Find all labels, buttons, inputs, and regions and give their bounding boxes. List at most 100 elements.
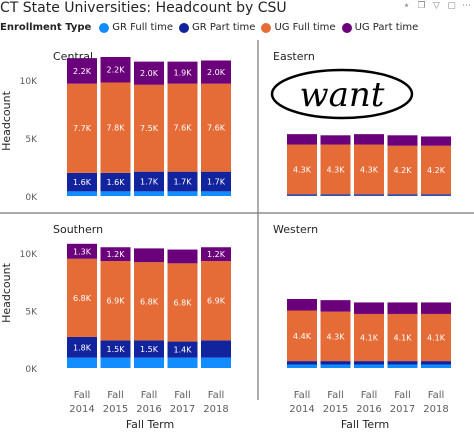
- bar-segment: [201, 60, 231, 84]
- y-tick-label: 0K: [25, 193, 38, 203]
- bar-segment: [387, 145, 418, 195]
- bar-segment: [134, 357, 164, 368]
- data-label: 7.8K: [107, 124, 126, 133]
- bar-segment: [320, 364, 351, 368]
- bar-segment: [320, 361, 351, 365]
- data-label: 1.6K: [73, 178, 92, 187]
- data-label: 6.9K: [207, 297, 226, 306]
- bar-segment: [287, 364, 317, 368]
- bar-segment: [67, 191, 97, 196]
- x-tick-label: 2018: [423, 404, 448, 415]
- data-label: 6.8K: [140, 297, 159, 306]
- legend-item-label: UG Part time: [354, 22, 419, 33]
- pin-icon[interactable]: ⭑: [404, 0, 409, 11]
- x-tick-label: Fall: [141, 390, 158, 401]
- filter-icon[interactable]: ▽: [433, 0, 440, 11]
- bar-segment: [387, 135, 418, 146]
- data-label: 2.0K: [140, 69, 159, 78]
- data-label: 1.9K: [174, 69, 193, 78]
- data-label: 1.5K: [107, 345, 126, 354]
- data-label: 7.7K: [73, 124, 92, 133]
- data-label: 4.1K: [360, 334, 379, 343]
- panel-title: Western: [273, 223, 318, 236]
- x-tick-label: Fall: [361, 390, 378, 401]
- x-tick-label: Fall: [394, 390, 411, 401]
- bar-segment: [134, 340, 164, 358]
- bar-segment: [100, 57, 131, 83]
- visual-header-icons: ⭑ ❐ ▽ ▢ ⋯: [401, 0, 472, 11]
- bar-segment: [201, 171, 231, 192]
- bar-segment: [67, 83, 97, 173]
- chart-title: CT State Universities: Headcount by CSU: [0, 0, 287, 16]
- data-label: 1.6K: [107, 178, 126, 187]
- data-label: 6.8K: [73, 294, 92, 303]
- bar-segment: [387, 361, 418, 365]
- data-label: 4.3K: [293, 165, 312, 174]
- data-label: 1.4K: [174, 346, 193, 355]
- legend-dot: [261, 22, 272, 33]
- data-label: 1.7K: [207, 178, 226, 187]
- bar-segment: [287, 299, 317, 311]
- data-label: 4.2K: [427, 166, 446, 175]
- bar-segment: [421, 364, 451, 368]
- bar-segment: [167, 341, 198, 358]
- data-label: 7.6K: [207, 124, 226, 133]
- bar-segment: [354, 194, 384, 196]
- bar-segment: [134, 84, 164, 172]
- bar-segment: [167, 83, 198, 172]
- bar-segment: [421, 313, 451, 362]
- x-tick-label: Fall: [327, 390, 344, 401]
- x-tick-label: Fall: [428, 390, 445, 401]
- legend-item-ug-part-time[interactable]: UG Part time: [341, 22, 419, 33]
- legend-item-gr-full-time[interactable]: GR Full time: [99, 22, 173, 33]
- data-label: 1.2K: [207, 250, 226, 259]
- panel-title: Eastern: [273, 50, 315, 63]
- legend-dot: [341, 22, 352, 33]
- bar-segment: [354, 302, 384, 314]
- focus-icon[interactable]: ▢: [447, 0, 456, 11]
- bar-segment: [354, 364, 384, 368]
- bar-segment: [287, 310, 317, 362]
- bar-segment: [287, 134, 317, 145]
- x-tick-label: 2014: [69, 404, 94, 415]
- bar-segment: [387, 194, 418, 196]
- bar-segment: [201, 83, 231, 172]
- legend-item-label: GR Full time: [112, 22, 174, 33]
- legend: Enrollment Type GR Full time GR Part tim…: [0, 22, 424, 33]
- y-tick-label: 5K: [25, 135, 38, 145]
- bar-segment: [201, 340, 231, 358]
- bar-segment: [167, 61, 198, 84]
- bar-segment: [421, 302, 451, 314]
- bar-segment: [134, 61, 164, 85]
- x-tick-label: 2015: [103, 404, 128, 415]
- bar-segment: [134, 191, 164, 196]
- bar-segment: [354, 134, 384, 145]
- data-label: 4.3K: [327, 332, 346, 341]
- bar-segment: [387, 302, 418, 314]
- bar-segment: [201, 357, 231, 368]
- legend-item-gr-part-time[interactable]: GR Part time: [179, 22, 255, 33]
- bar-segment: [320, 135, 351, 145]
- more-icon[interactable]: ⋯: [462, 0, 471, 11]
- bar-segment: [201, 191, 231, 196]
- x-tick-label: 2017: [170, 404, 195, 415]
- x-tick-label: Fall: [294, 390, 311, 401]
- bar-segment: [421, 361, 451, 365]
- y-axis-title: Headcount: [0, 262, 13, 322]
- bar-segment: [421, 136, 451, 146]
- legend-item-ug-full-time[interactable]: UG Full time: [261, 22, 336, 33]
- data-label: 4.2K: [394, 166, 413, 175]
- legend-title: Enrollment Type: [0, 22, 92, 33]
- bar-segment: [354, 361, 384, 365]
- bar-segment: [134, 248, 164, 263]
- copy-icon[interactable]: ❐: [417, 0, 426, 11]
- y-tick-label: 10K: [20, 77, 38, 87]
- bar-segment: [167, 249, 198, 264]
- x-tick-label: 2015: [323, 404, 348, 415]
- bar-segment: [320, 194, 351, 196]
- bar-segment: [134, 171, 164, 192]
- data-label: 1.8K: [73, 343, 92, 352]
- legend-item-label: GR Part time: [192, 22, 256, 33]
- data-label: 1.3K: [73, 247, 92, 256]
